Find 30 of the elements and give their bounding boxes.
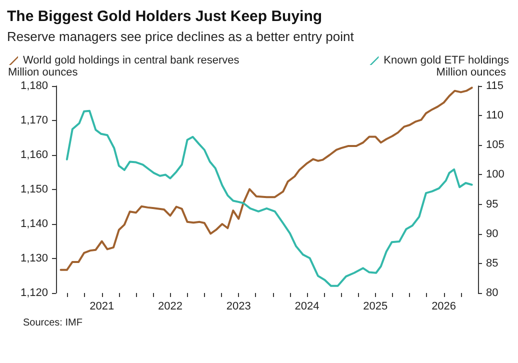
y-axis-title: Million ounces bbox=[8, 66, 78, 78]
x-tick-label: 2021 bbox=[90, 300, 114, 312]
y-tick-label: 1,140 bbox=[20, 218, 48, 230]
y2-tick-label: 100 bbox=[486, 168, 504, 181]
y-tick-label: 1,150 bbox=[20, 184, 48, 196]
x-tick-label: 2025 bbox=[363, 300, 388, 312]
y-tick-label: 1,130 bbox=[20, 252, 48, 264]
y2-tick-label: 90 bbox=[486, 228, 498, 240]
chart-subtitle: Reserve managers see price declines as a better entry point bbox=[7, 29, 354, 44]
y-tick-label: 1,160 bbox=[20, 149, 48, 161]
y2-tick-label: 115 bbox=[486, 80, 504, 92]
y2-tick-label: 80 bbox=[486, 287, 498, 299]
line-series bbox=[66, 110, 473, 287]
y2-axis-title: Million ounces bbox=[436, 66, 506, 78]
chart-title: The Biggest Gold Holders Just Keep Buying bbox=[7, 8, 322, 25]
x-tick-label: 2022 bbox=[158, 300, 182, 312]
y2-tick-label: 85 bbox=[486, 257, 498, 270]
x-tick-label: 2024 bbox=[294, 300, 320, 312]
x-tick-label: 2026 bbox=[432, 300, 456, 312]
y2-tick-label: 110 bbox=[486, 110, 504, 122]
legend-label: World gold holdings in central bank reserves bbox=[23, 54, 240, 66]
source-note: Sources: IMF bbox=[23, 318, 82, 328]
line-series bbox=[60, 86, 473, 271]
legend-label: Known gold ETF holdings bbox=[384, 54, 510, 66]
y2-tick-label: 105 bbox=[486, 139, 504, 152]
x-tick-label: 2023 bbox=[226, 300, 251, 312]
y-tick-label: 1,120 bbox=[20, 287, 48, 299]
y-tick-label: 1,180 bbox=[20, 80, 48, 92]
y-tick-label: 1,170 bbox=[20, 114, 48, 126]
y2-tick-label: 95 bbox=[486, 198, 498, 210]
